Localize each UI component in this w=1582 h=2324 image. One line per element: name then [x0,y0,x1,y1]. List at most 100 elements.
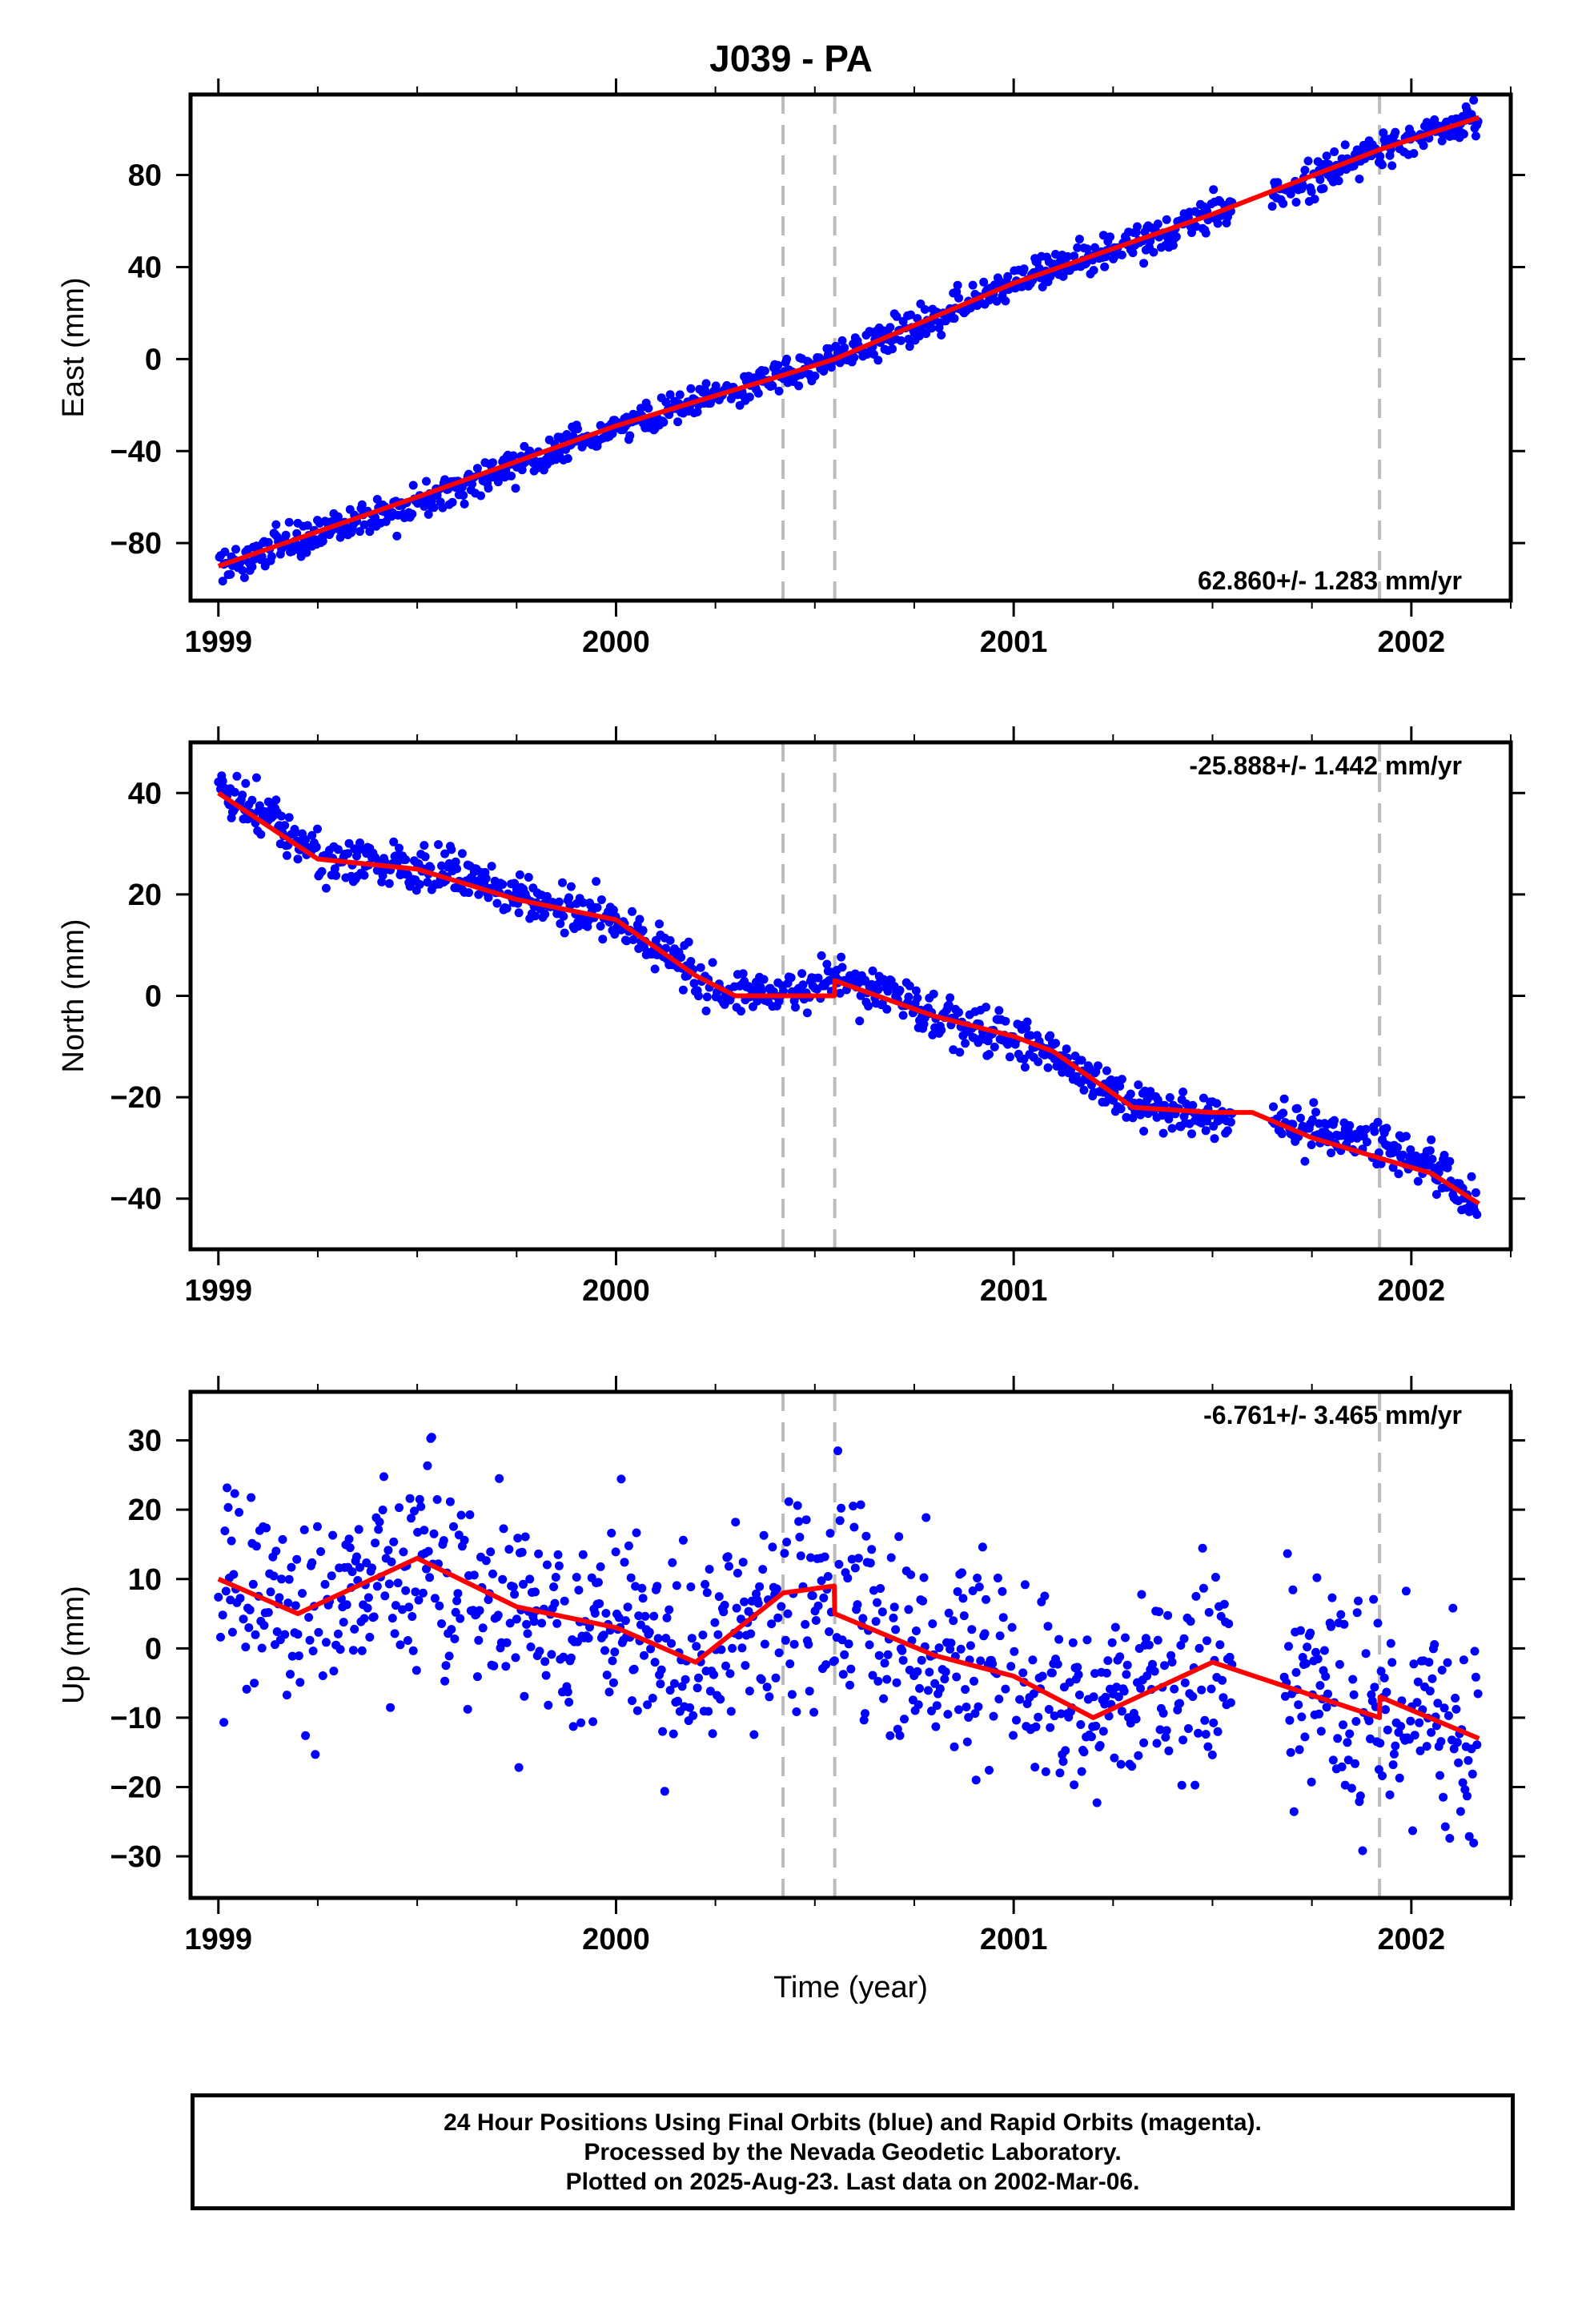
up-data-point [1070,1780,1079,1790]
up-data-point [953,1587,962,1596]
up-data-point [600,1646,609,1655]
up-data-point [1294,1700,1303,1710]
up-data-point [218,1610,227,1620]
east-data-point [218,577,227,586]
up-data-point [785,1659,795,1669]
north-data-point [1187,1129,1196,1139]
up-data-point [1131,1715,1141,1723]
up-data-point [1472,1740,1482,1750]
footer-box: 24 Hour Positions Using Final Orbits (bl… [191,2093,1515,2210]
north-data-point [694,991,703,1001]
up-data-point [1076,1720,1086,1729]
up-data-point [1119,1687,1129,1696]
north-data-point [1406,1145,1415,1155]
north-data-point [1345,1120,1355,1130]
up-data-point [282,1691,291,1700]
east-data-point [840,343,849,352]
up-data-point [1358,1846,1367,1856]
north-data-point [650,964,660,974]
north-data-point [241,778,251,788]
east-data-point [1139,259,1149,268]
up-data-point [284,1574,294,1584]
up-model-curve [217,1555,1480,1741]
east-data-point [636,404,645,413]
footer-line-2: Processed by the Nevada Geodetic Laborat… [584,2138,1122,2165]
up-data-point [372,1582,382,1591]
up-data-point [316,1547,326,1556]
up-data-point [1020,1580,1030,1590]
north-data-point [487,862,496,871]
up-data-point [250,1679,259,1688]
up-data-point [882,1675,892,1684]
east-data-point [1074,235,1084,244]
east-data-point [701,379,711,388]
up-data-point [501,1662,511,1671]
up-data-point [378,1506,387,1514]
up-data-point [1199,1583,1208,1593]
up-plot-frame [188,1389,1513,1900]
up-data-point [708,1729,717,1739]
up-data-point [544,1700,553,1710]
up-data-point [1389,1749,1399,1759]
east-data-point [753,388,763,398]
up-data-point [876,1584,885,1593]
up-data-point [773,1613,783,1622]
east-data-point [408,480,418,490]
up-data-point [445,1497,455,1506]
up-data-point [1001,1684,1010,1694]
north-data-point [864,1001,873,1011]
north-data-point [343,849,353,858]
up-data-point [967,1625,977,1634]
east-data-point [563,454,572,463]
up-data-point [704,1707,713,1716]
up-data-point [623,1602,632,1612]
east-data-point [239,573,249,582]
north-data-point [1382,1124,1391,1133]
north-data-point [1109,1096,1118,1105]
up-data-point [640,1611,650,1621]
up-data-point [263,1608,273,1617]
up-data-point [531,1587,540,1597]
up-data-point [590,1609,600,1618]
up-data-point [772,1584,781,1594]
north-data-point [994,1006,1004,1015]
up-data-point [885,1731,895,1740]
east-data-point [372,495,382,504]
east-data-point [837,336,847,345]
north-data-point [689,979,699,988]
up-data-point [649,1611,659,1621]
up-data-point [661,1634,671,1643]
up-data-point [685,1703,695,1712]
up-data-point [1153,1635,1162,1645]
up-data-point [1445,1834,1455,1843]
north-data-point [798,980,808,990]
up-data-point [1408,1826,1417,1835]
up-data-point [216,1632,225,1642]
north-data-point [855,1016,865,1026]
up-data-point [789,1639,799,1649]
up-data-point [725,1562,733,1571]
up-data-point [1385,1790,1395,1799]
up-data-point [404,1602,414,1612]
up-data-point [563,1687,572,1697]
up-data-point [286,1670,295,1679]
north-data-point [330,864,339,874]
up-data-point [723,1552,733,1562]
up-data-point [889,1602,899,1612]
up-data-point [229,1570,239,1579]
up-data-point [1144,1640,1154,1650]
up-data-point [1141,1634,1150,1643]
north-data-point [868,966,877,975]
up-data-point [874,1651,884,1660]
up-data-point [452,1596,462,1606]
up-data-point [1459,1655,1468,1665]
up-data-point [952,1672,962,1682]
up-data-point [517,1547,527,1557]
north-data-point [559,911,568,921]
up-data-point [393,1578,403,1588]
up-data-point [599,1630,608,1640]
north-data-point [1188,1100,1198,1110]
up-data-point [865,1558,875,1568]
north-data-point [457,849,467,858]
up-data-point [823,1572,833,1581]
